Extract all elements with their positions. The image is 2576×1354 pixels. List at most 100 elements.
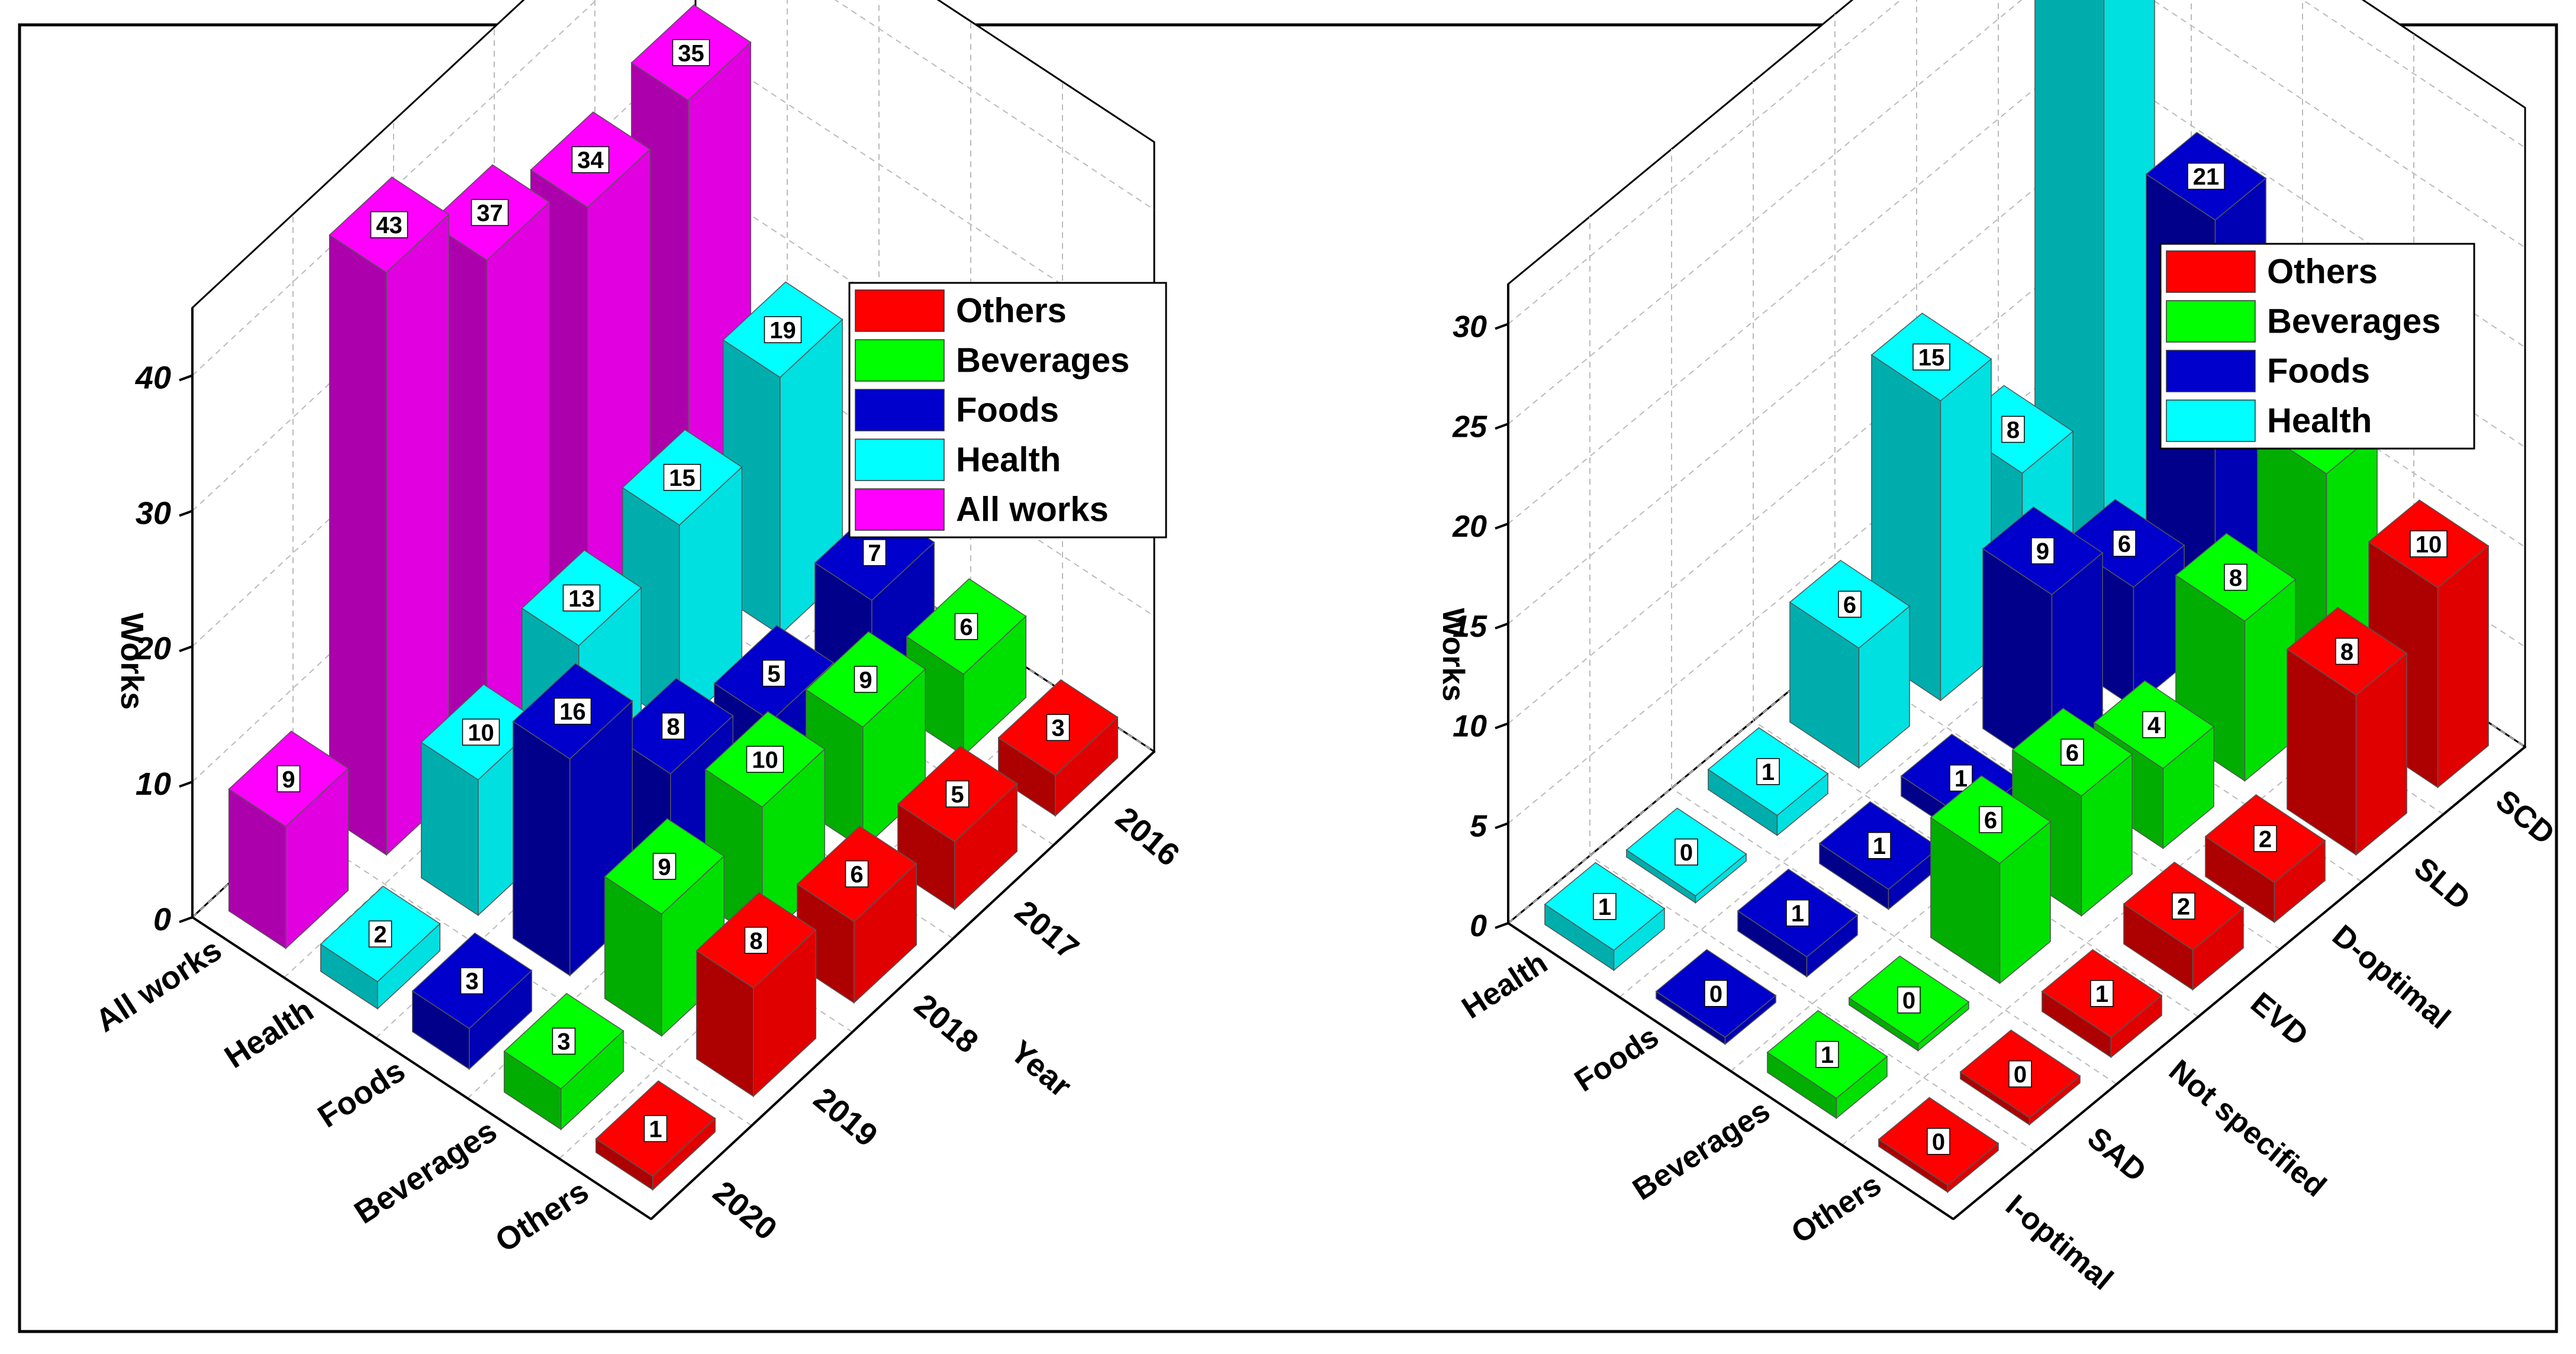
data-label: 1 [1954,766,1968,792]
legend-label-foods: Foods [2267,352,2370,390]
data-label-box [1949,765,1973,792]
data-label-box [1704,979,1728,1007]
bar-side-left [513,720,571,976]
data-label: 0 [1709,981,1722,1007]
data-label: 8 [2229,565,2242,591]
legend-label-beverages: Beverages [956,341,1129,379]
z-tick-label: 40 [135,360,171,395]
data-label-box [1897,986,1921,1014]
legend-swatch-beverages [855,339,945,382]
data-label-box [1756,758,1780,785]
data-label-box [370,211,408,238]
data-label: 6 [1984,807,1997,833]
data-label: 2 [2177,894,2190,920]
grid-line-y [1841,34,2414,1146]
z-tick [1495,423,1509,430]
data-label-box [368,920,392,947]
data-label-box [1979,806,2002,833]
data-label-box [2172,892,2195,920]
data-label: 43 [376,212,402,238]
legend-label-others: Others [956,291,1067,330]
bar-all-works-2020: 9 [228,730,349,950]
data-label-box [663,463,701,491]
legend-swatch-foods [855,389,945,431]
bar-others-evd: 2 [2123,861,2245,991]
data-label: 3 [557,1029,570,1055]
data-label: 2 [373,922,387,948]
grid-line-y [1619,0,2192,998]
z-tick [179,916,193,923]
data-label-box [1593,893,1617,920]
data-label-box [571,146,610,173]
bar-others-2019: 8 [695,892,817,1098]
data-label: 0 [2014,1062,2027,1088]
data-label-box [764,316,802,343]
legend-label-others: Others [2267,252,2378,291]
z-tick [179,374,193,382]
legend-swatch-all-works [855,488,945,531]
data-label-box [1867,832,1891,859]
data-label: 5 [767,661,780,687]
bar-foods-d-optimal: 9 [1982,506,2104,776]
x-axis-line [650,750,1155,1220]
data-label: 9 [282,766,295,792]
data-label: 19 [769,318,796,344]
bar-health-evd: 6 [1789,559,1911,769]
z-tick [1495,922,1509,929]
data-label-box [2060,739,2084,766]
bar-beverages-i-optimal: 1 [1766,1010,1888,1120]
z-tick-label: 5 [1470,809,1487,843]
data-label-box [460,967,484,995]
data-label: 1 [649,1117,662,1143]
z-tick [1495,722,1509,730]
data-label: 34 [577,147,604,173]
grid-line-x [1589,217,2036,1152]
data-label-box [1838,591,1862,618]
data-label: 21 [2193,164,2220,190]
data-label-box [462,718,500,746]
legend-swatch-others [855,289,945,332]
legend-swatch-health [2166,399,2256,442]
data-label-box [2113,530,2136,557]
data-label: 6 [959,614,973,640]
data-label-box [652,853,677,880]
grid-line-z [1508,0,2526,425]
data-label-box [2001,415,2025,443]
bar-others-i-optimal: 0 [1878,1097,1999,1194]
z-tick [179,645,193,653]
data-label: 8 [666,714,680,740]
z-tick-label: 10 [136,766,171,802]
data-label-box [762,659,786,687]
data-label-box [2335,637,2359,665]
bar-others-2017: 5 [897,746,1018,911]
data-label: 3 [1051,715,1064,742]
bar-foods-not-specified: 1 [1818,801,1940,911]
bar-health-sad: 0 [1625,807,1747,904]
data-label: 8 [2007,417,2020,443]
z-tick-label: 30 [1453,310,1487,344]
data-label-box [1912,343,1950,370]
data-label: 1 [1598,894,1611,920]
data-label-box [1675,838,1698,866]
z-tick [1495,323,1509,330]
data-label: 1 [1762,759,1775,785]
x-axis-line [1952,746,2526,1220]
data-label: 1 [1821,1042,1834,1068]
z-tick-label: 0 [1470,909,1487,943]
bar-beverages-2020: 3 [503,992,624,1131]
bar-foods-2020: 3 [411,932,533,1071]
legend: Others Beverages Foods Health [2159,243,2475,450]
data-label: 8 [749,928,762,954]
data-label: 37 [476,201,503,227]
data-label: 6 [2066,740,2079,766]
y-axis-line [1507,922,1954,1220]
data-label-box [1786,900,1809,927]
bar-health-i-optimal: 1 [1544,862,1666,972]
bar-health-not-specified: 1 [1707,727,1829,837]
z-tick [1495,822,1509,830]
z-axis-title: Works [114,612,150,710]
bar-side-right [2437,544,2489,789]
data-label-box [1927,1127,1950,1155]
grid-line-x [1671,149,2117,1085]
